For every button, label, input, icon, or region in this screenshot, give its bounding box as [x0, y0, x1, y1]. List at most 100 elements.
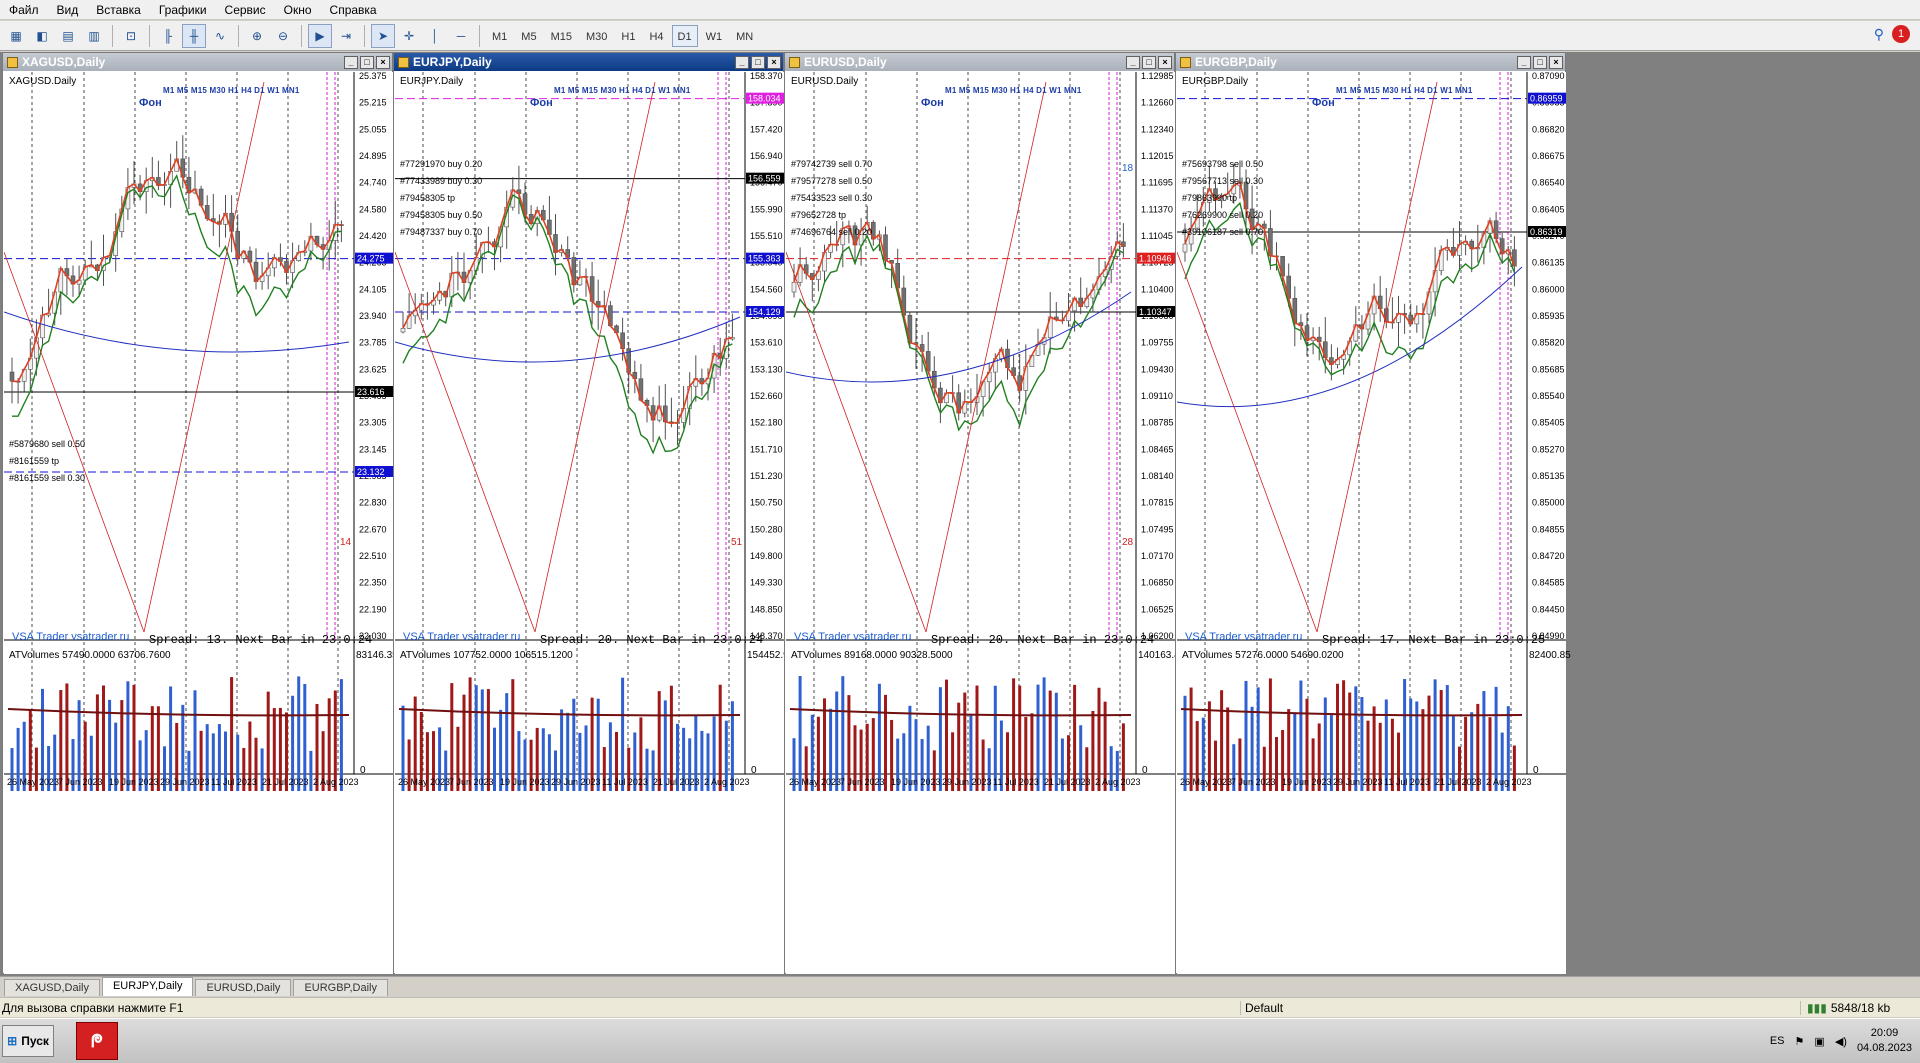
chart-titlebar[interactable]: XAGUSD,Daily _ □ × [3, 53, 392, 71]
chart-window-0[interactable]: XAGUSD,Daily _ □ × 25.375 25.215 25.055 24.895 2… [2, 52, 398, 974]
volume-bar [1336, 683, 1339, 791]
timeframe-w1[interactable]: W1 [705, 30, 723, 43]
line-chart-icon[interactable]: ∿ [214, 28, 226, 43]
volumes-label: ATVolumes 107752.0000 106515.1200 [400, 650, 573, 661]
candlestick-icon[interactable]: ╫ [182, 23, 206, 48]
chart-window-3[interactable]: EURGBP,Daily_□×0.870900.869550.868200.86… [1175, 52, 1571, 974]
volume-bar [706, 733, 710, 791]
new-chart-icon[interactable]: ▦ [10, 28, 22, 43]
chart-titlebar[interactable]: EURJPY,Daily _ □ × [394, 53, 783, 71]
print-preview-icon[interactable]: ⊡ [125, 28, 137, 43]
language-indicator[interactable]: ES [1769, 1035, 1785, 1047]
timeframe-m1[interactable]: M1 [492, 30, 508, 43]
timeframe-h1[interactable]: H1 [621, 30, 636, 43]
price-tick-label: 22.190 [359, 604, 387, 614]
price-chart[interactable]: 158.370157.890157.420156.940156.470155.9… [395, 72, 784, 974]
price-tick-label: 0.86135 [1532, 258, 1565, 268]
alerts-badge[interactable]: 1 [1892, 25, 1910, 43]
maximize-icon[interactable]: □ [360, 55, 374, 69]
timeframe-mn[interactable]: MN [736, 30, 754, 43]
menu-insert[interactable]: Вставка [96, 2, 141, 17]
tab-eurjpy[interactable]: EURJPY,Daily [101, 977, 194, 996]
search-icon[interactable]: ⚲ [1873, 25, 1884, 42]
market-watch-icon[interactable]: ▤ [62, 28, 74, 43]
autoscroll-icon[interactable]: ▶ [308, 23, 332, 48]
minimize-icon[interactable]: _ [1517, 55, 1531, 69]
minimize-icon[interactable]: _ [1126, 55, 1140, 69]
price-tick-label: 23.940 [359, 311, 387, 321]
maximize-icon[interactable]: □ [1533, 55, 1547, 69]
network-icon[interactable]: ▣ [1814, 1035, 1825, 1048]
volume-bar [1006, 732, 1009, 791]
volume-bar [920, 739, 924, 791]
chart-shift-icon[interactable]: ⇥ [340, 28, 352, 43]
volume-bar [841, 676, 845, 791]
chart-title: XAGUSD,Daily [22, 55, 106, 69]
timeframe-m5[interactable]: M5 [521, 30, 537, 43]
volume-bar [926, 725, 930, 791]
volume-bar [260, 748, 264, 791]
menu-file[interactable]: Файл [9, 2, 39, 17]
timeframe-m30[interactable]: M30 [585, 30, 608, 43]
profiles-icon[interactable]: ◧ [36, 28, 48, 43]
volume-bar [150, 706, 154, 791]
horizontal-line-icon[interactable]: ─ [456, 28, 466, 43]
tab-xagusd[interactable]: XAGUSD,Daily [4, 979, 100, 996]
bar-chart-icon[interactable]: ╟ [163, 28, 173, 43]
menu-help[interactable]: Справка [329, 2, 377, 17]
trend-indicator [1184, 201, 1516, 376]
volume-bar [975, 685, 979, 791]
clock[interactable]: 20:09 04.08.2023 [1857, 1026, 1912, 1056]
menu-view[interactable]: Вид [56, 2, 79, 17]
start-button[interactable]: ⊞ Пуск [2, 1025, 54, 1057]
volume-bar [1445, 685, 1449, 791]
price-chart[interactable]: 1.12985 1.12660 1.12340 1.12015 1.11695 1.113… [786, 72, 1175, 974]
menu-charts[interactable]: Графики [158, 2, 207, 17]
zoom-in-icon[interactable]: ⊕ [251, 28, 263, 43]
price-tick-label: 22.350 [359, 578, 387, 588]
cursor-icon[interactable]: ➤ [371, 23, 395, 48]
volume-bar [272, 708, 276, 791]
vertical-line-icon[interactable]: │ [431, 28, 439, 43]
timeframe-indicator-row: M1 M5 M15 M30 H1 H4 D1 W1 MN1 [163, 86, 300, 95]
price-tick-label: 25.215 [359, 98, 387, 108]
menu-window[interactable]: Окно [283, 2, 312, 17]
timeframe-d1[interactable]: D1 [671, 24, 698, 47]
price-chart[interactable]: 0.870900.869550.868200.866750.865400.864… [1177, 72, 1566, 974]
timeframe-h4[interactable]: H4 [649, 30, 664, 43]
price-chart[interactable]: 25.375 25.215 25.055 24.895 24.740 24.580 24.4… [4, 72, 393, 974]
timeframe-m15[interactable]: M15 [550, 30, 572, 43]
volume-bar [1397, 732, 1400, 791]
terminal-app-button[interactable]: ᖘ [76, 1022, 118, 1060]
minimize-icon[interactable]: _ [344, 55, 358, 69]
chart-window-2[interactable]: EURUSD,Daily _ □ × 1.12985 1.12660 1.12340 1.12… [784, 52, 1185, 974]
close-icon[interactable]: × [1549, 55, 1563, 69]
maximize-icon[interactable]: □ [1142, 55, 1156, 69]
close-icon[interactable]: × [767, 55, 781, 69]
tab-eurgbp[interactable]: EURGBP,Daily [293, 979, 388, 996]
crosshair-icon[interactable]: ✛ [403, 28, 415, 43]
volume-bar [291, 695, 295, 791]
close-icon[interactable]: × [1158, 55, 1172, 69]
chart-titlebar[interactable]: EURUSD,Daily _ □ × [785, 53, 1174, 71]
zoom-out-icon[interactable]: ⊖ [277, 28, 289, 43]
tab-eurusd[interactable]: EURUSD,Daily [195, 979, 292, 996]
volume-bar [608, 722, 612, 791]
volume-bar [529, 739, 533, 791]
chart-window-1[interactable]: EURJPY,Daily_□×158.370157.890157.420156.… [393, 52, 789, 974]
volume-icon[interactable]: ◀) [1834, 1035, 1847, 1048]
chart-titlebar[interactable]: EURGBP,Daily _ □ × [1176, 53, 1565, 71]
volume-bar [877, 683, 881, 791]
flag-icon[interactable]: ⚑ [1794, 1035, 1805, 1048]
price-tick-label: 1.09110 [1141, 391, 1173, 401]
close-icon[interactable]: × [376, 55, 390, 69]
price-tick-label: 0.86675 [1532, 151, 1565, 161]
menu-tools[interactable]: Сервис [224, 2, 266, 17]
maximize-icon[interactable]: □ [751, 55, 765, 69]
minimize-icon[interactable]: _ [735, 55, 749, 69]
volume-bar [1262, 746, 1266, 791]
clock-date: 04.08.2023 [1856, 1042, 1912, 1054]
chart-window-icon [789, 56, 800, 68]
navigator-icon[interactable]: ▥ [88, 28, 100, 43]
volume-bar [700, 730, 704, 791]
